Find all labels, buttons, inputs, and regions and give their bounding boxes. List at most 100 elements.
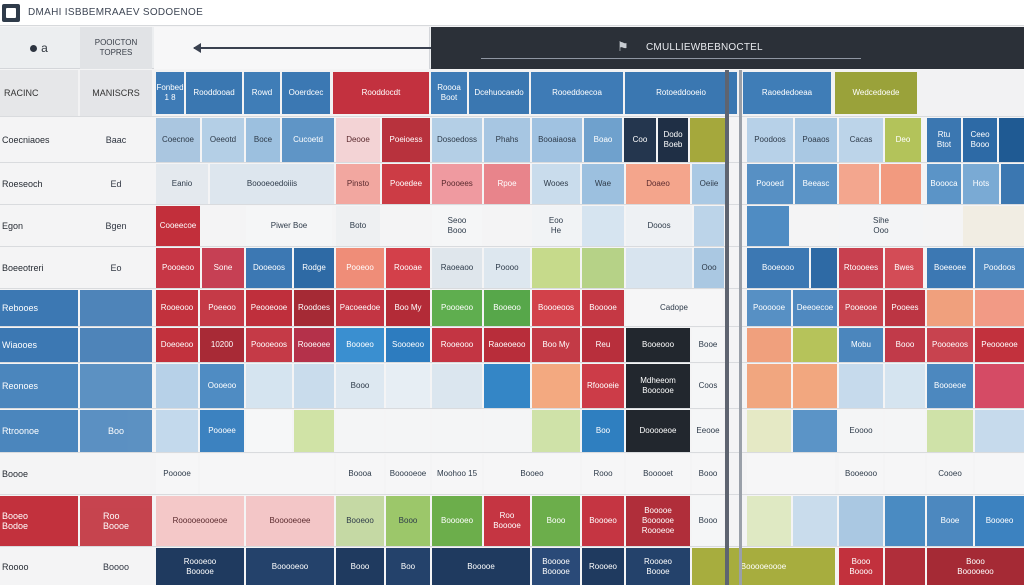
table-cell[interactable] (694, 206, 724, 246)
column-header[interactable]: Rooddooad (186, 72, 242, 114)
table-cell[interactable]: Wae (582, 164, 624, 204)
table-cell[interactable]: Booo (386, 496, 430, 546)
table-cell[interactable]: Cooeo (927, 454, 973, 494)
table-cell[interactable]: Boooa (336, 454, 384, 494)
table-cell[interactable]: Roooae (386, 248, 430, 288)
table-cell[interactable]: Pooooe (156, 454, 198, 494)
table-cell[interactable]: Boo (582, 410, 624, 452)
table-cell[interactable]: Booeoo (484, 290, 530, 326)
table-cell[interactable]: Bwes (885, 248, 923, 288)
table-cell[interactable] (484, 410, 530, 452)
table-cell[interactable]: Poooeoos (246, 328, 292, 362)
table-cell[interactable]: Rtu Btot (927, 118, 961, 162)
table-cell[interactable]: Booo (692, 496, 724, 546)
table-cell[interactable]: Booeooo (626, 328, 690, 362)
table-cell[interactable]: Raoeaoo (432, 248, 482, 288)
table-cell[interactable]: Mdheeom Boocooe (626, 364, 690, 408)
table-cell[interactable]: Poooo (484, 248, 530, 288)
row-label[interactable]: Rtroonoe (0, 410, 78, 452)
table-cell[interactable]: Rfoooeie (582, 364, 624, 408)
table-cell[interactable] (1001, 164, 1024, 204)
table-cell[interactable] (582, 248, 624, 288)
table-cell[interactable]: Oeiie (692, 164, 726, 204)
table-cell[interactable]: Booooeoo (246, 548, 334, 585)
table-cell[interactable] (432, 364, 482, 408)
table-cell[interactable] (999, 118, 1024, 162)
table-cell[interactable]: Peooeooe (246, 290, 292, 326)
table-cell[interactable] (532, 410, 580, 452)
table-cell[interactable]: Booooeoooe (692, 548, 835, 585)
column-header-first[interactable]: MANISCRS (80, 70, 152, 116)
table-cell[interactable] (881, 164, 921, 204)
table-cell[interactable]: Mobu (839, 328, 883, 362)
table-cell[interactable]: Booooet (626, 454, 690, 494)
table-cell[interactable]: Rodge (294, 248, 334, 288)
table-cell[interactable]: Coecnoe (156, 118, 200, 162)
table-cell[interactable]: Beeasc (795, 164, 837, 204)
table-cell[interactable]: Coos (692, 364, 724, 408)
table-cell[interactable] (582, 206, 624, 246)
table-cell[interactable]: Coo (624, 118, 656, 162)
table-cell[interactable]: Boo My (386, 290, 430, 326)
column-header[interactable]: Fonbed 1 8 (156, 72, 184, 114)
table-cell[interactable]: Boooeoe (927, 364, 973, 408)
table-cell[interactable] (294, 410, 334, 452)
table-cell[interactable]: Booo (336, 548, 384, 585)
table-cell[interactable]: Boto (336, 206, 380, 246)
back-arrow-icon[interactable] (193, 43, 534, 53)
table-cell[interactable] (885, 410, 925, 452)
table-cell[interactable]: Boo (386, 548, 430, 585)
row-label[interactable]: Boooe (2, 469, 29, 479)
table-cell[interactable]: Booeooo (839, 454, 883, 494)
table-cell[interactable]: Poodoos (747, 118, 793, 162)
table-cell[interactable]: Piwer Boe (246, 206, 332, 246)
table-cell[interactable]: Pooeoo (336, 248, 384, 288)
table-cell[interactable]: Cacas (839, 118, 883, 162)
table-cell[interactable] (690, 118, 726, 162)
table-cell[interactable]: Deooe (336, 118, 380, 162)
row-label[interactable]: Roeseoch (2, 179, 43, 189)
table-cell[interactable]: Pooedee (382, 164, 430, 204)
table-cell[interactable] (747, 328, 791, 362)
column-header[interactable]: Roooa Boot (431, 72, 467, 114)
table-cell[interactable] (432, 410, 482, 452)
table-cell[interactable]: Booeooo (747, 248, 809, 288)
row-label[interactable]: Roooo (2, 561, 29, 572)
table-cell[interactable] (200, 454, 334, 494)
table-cell[interactable]: Booo (692, 454, 724, 494)
table-cell[interactable] (793, 364, 837, 408)
table-cell[interactable]: Dooooeoe (626, 410, 690, 452)
table-cell[interactable]: Ooo (694, 248, 724, 288)
table-cell[interactable] (532, 364, 580, 408)
table-cell[interactable]: Booooeoee (246, 496, 334, 546)
table-cell[interactable] (336, 410, 384, 452)
table-cell[interactable]: Poooee (200, 410, 244, 452)
column-header[interactable]: Ooerdcec (282, 72, 330, 114)
table-cell[interactable]: Cucoetd (282, 118, 334, 162)
table-cell[interactable]: Oeeotd (202, 118, 244, 162)
table-cell[interactable]: Boao (584, 118, 622, 162)
table-cell[interactable]: Soooeoo (386, 328, 430, 362)
table-cell[interactable] (386, 410, 430, 452)
table-cell[interactable] (793, 496, 837, 546)
table-cell[interactable]: 10200 (200, 328, 244, 362)
table-cell[interactable]: Eeooe (692, 410, 724, 452)
table-cell[interactable]: Booooeo (432, 496, 482, 546)
table-cell[interactable]: Roooeo Boooe (626, 548, 690, 585)
column-header[interactable]: Dcehuocaedo (469, 72, 529, 114)
table-cell[interactable]: Booo (336, 364, 384, 408)
column-header[interactable]: Rotoeddooeio (625, 72, 737, 114)
table-cell[interactable]: Booooe Booooe (532, 548, 580, 585)
table-cell[interactable]: Sihe Ooo (839, 206, 923, 246)
table-cell[interactable]: Doaeo (626, 164, 690, 204)
table-cell[interactable]: Boo My (532, 328, 580, 362)
table-cell[interactable]: Rooeooo (156, 290, 198, 326)
table-cell[interactable]: Boooeoedoiiis (210, 164, 334, 204)
table-cell[interactable]: Dooos (626, 206, 692, 246)
table-cell[interactable] (246, 410, 292, 452)
row-label[interactable]: Wiaooes (0, 328, 78, 362)
table-cell[interactable]: Sone (202, 248, 244, 288)
table-cell[interactable]: Dodo Boeb (658, 118, 688, 162)
table-cell[interactable]: Pooees (885, 290, 925, 326)
table-cell[interactable]: Boce (246, 118, 280, 162)
